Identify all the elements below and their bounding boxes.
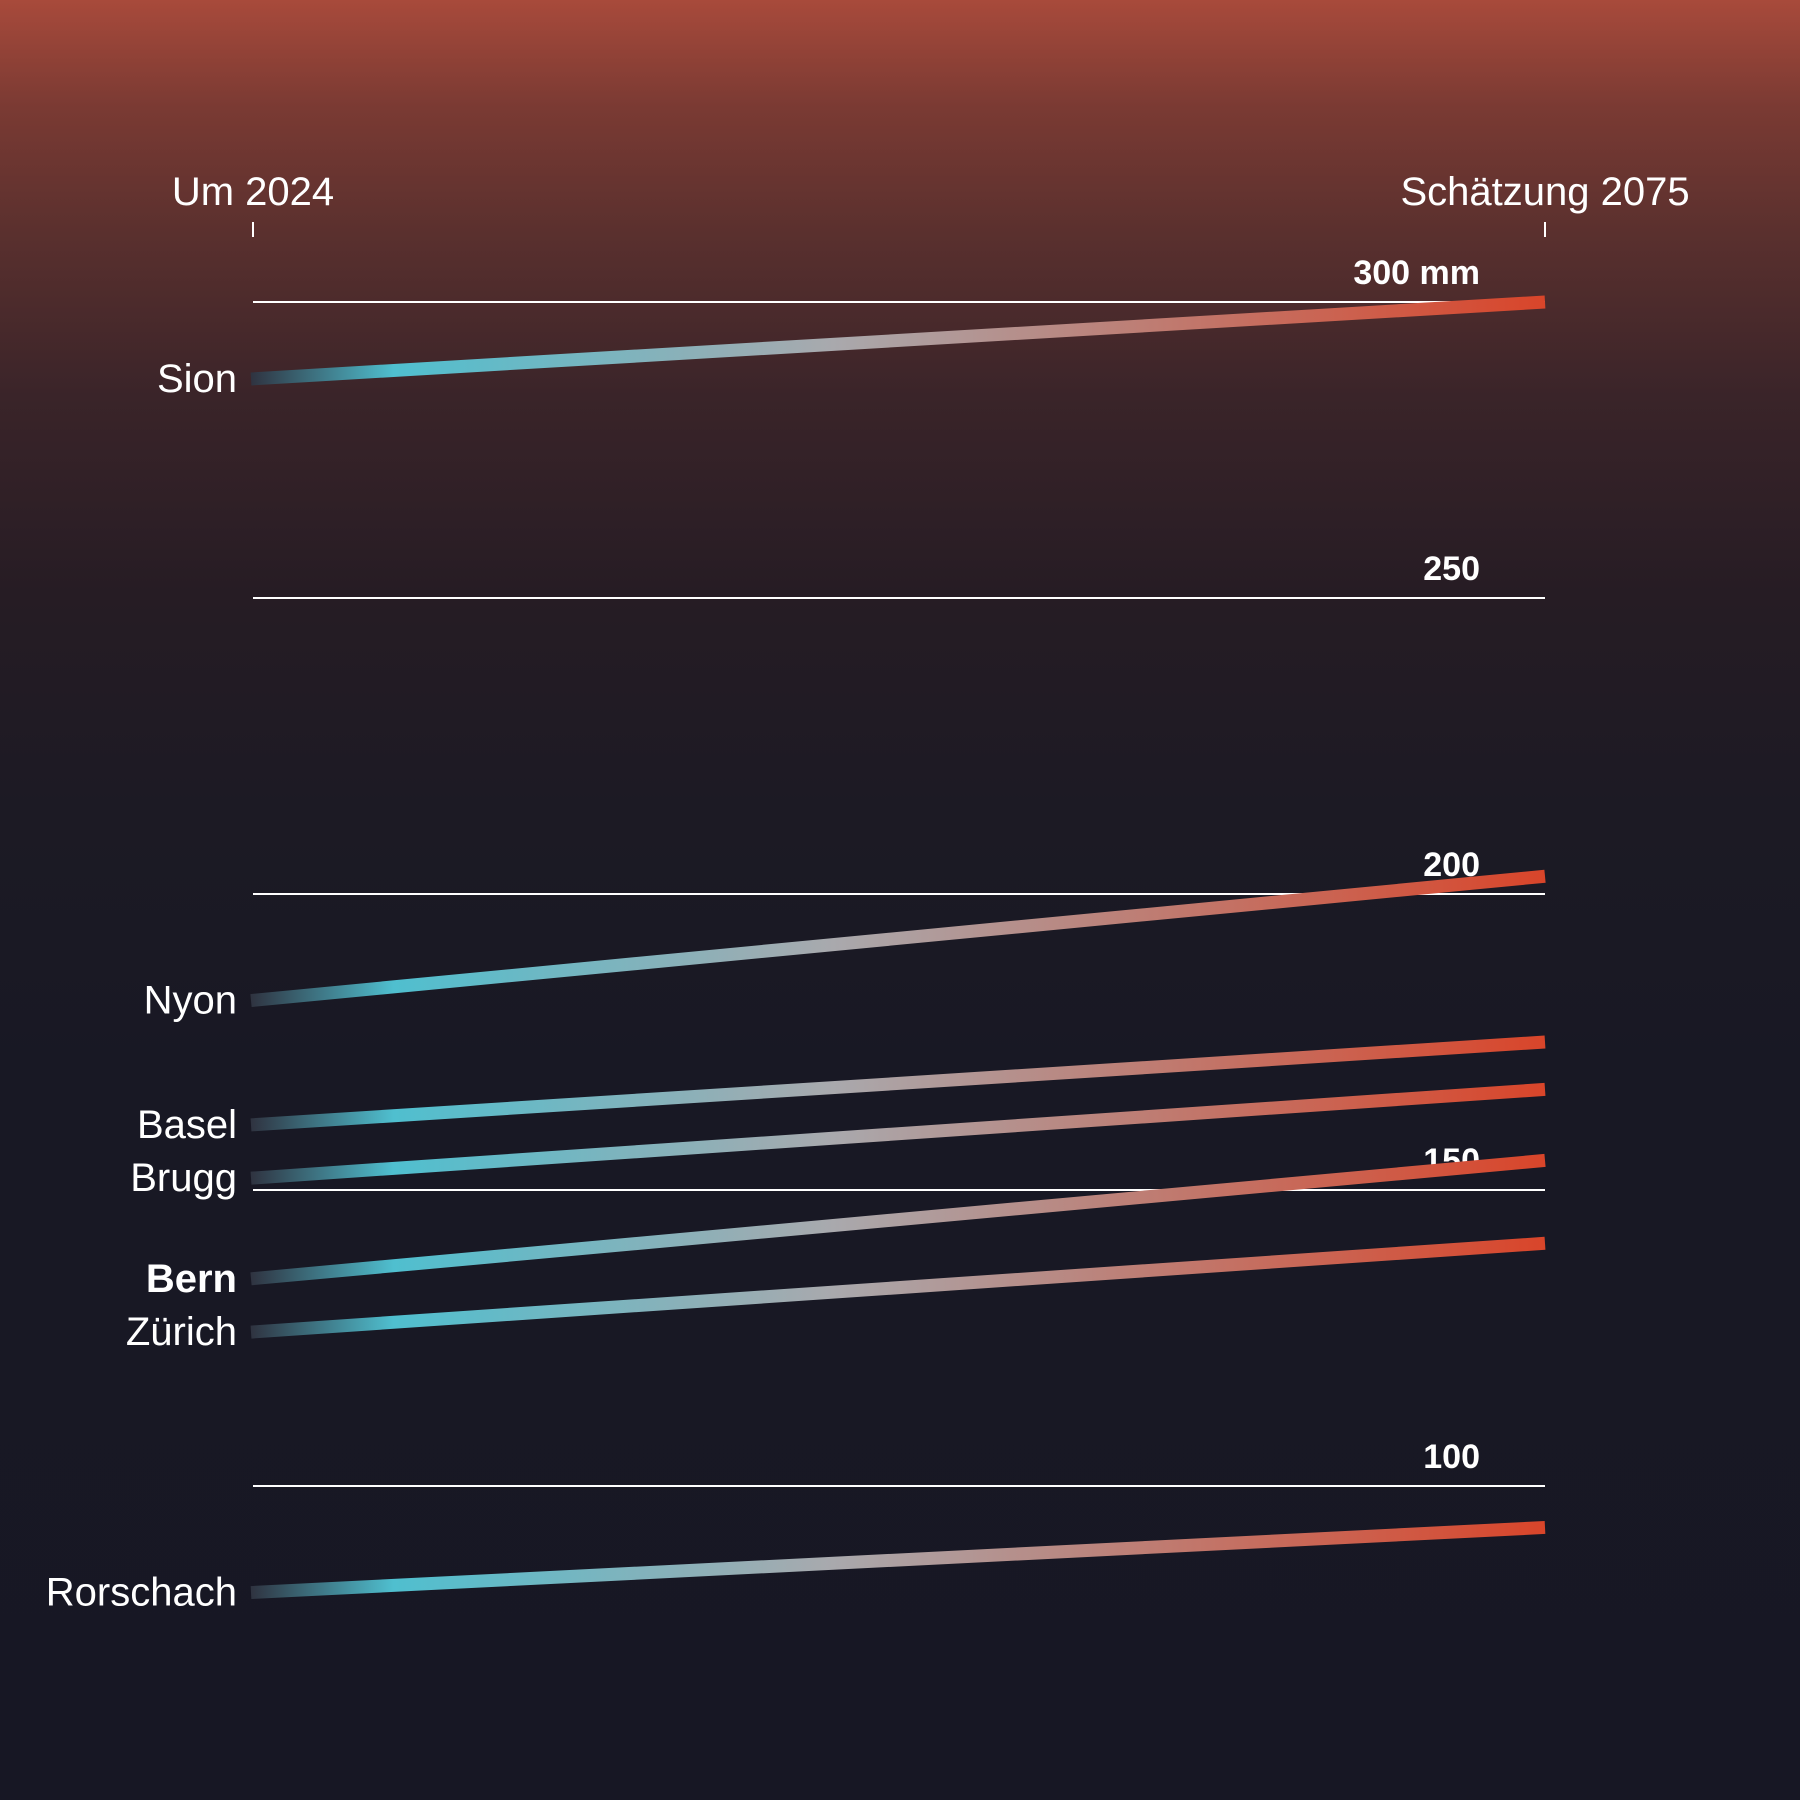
series-line-nyon xyxy=(250,869,1546,1008)
series-label-bern: Bern xyxy=(146,1257,237,1301)
series-label-sion: Sion xyxy=(157,357,237,401)
series-label-zürich: Zürich xyxy=(126,1310,237,1354)
gridline-label-300: 300 mm xyxy=(1353,254,1480,292)
column-header-2024: Um 2024 xyxy=(172,170,334,214)
series-lines xyxy=(250,295,1546,1600)
series-label-brugg: Brugg xyxy=(130,1156,237,1200)
series-line-zürich xyxy=(250,1236,1546,1339)
series-line-bern xyxy=(250,1153,1546,1286)
gridline-label-250: 250 xyxy=(1423,550,1480,588)
series-line-brugg xyxy=(250,1082,1546,1185)
series-line-rorschach xyxy=(250,1520,1546,1600)
gridline-label-100: 100 xyxy=(1423,1438,1480,1476)
series-line-sion xyxy=(250,295,1546,386)
city-labels: Sion Nyon Basel Brugg Bern Zürich Rorschach xyxy=(46,357,237,1615)
series-label-basel: Basel xyxy=(137,1103,237,1147)
column-header-2075: Schätzung 2075 xyxy=(1400,170,1689,214)
series-label-rorschach: Rorschach xyxy=(46,1571,237,1615)
series-line-basel xyxy=(250,1035,1546,1132)
series-label-nyon: Nyon xyxy=(144,979,237,1023)
